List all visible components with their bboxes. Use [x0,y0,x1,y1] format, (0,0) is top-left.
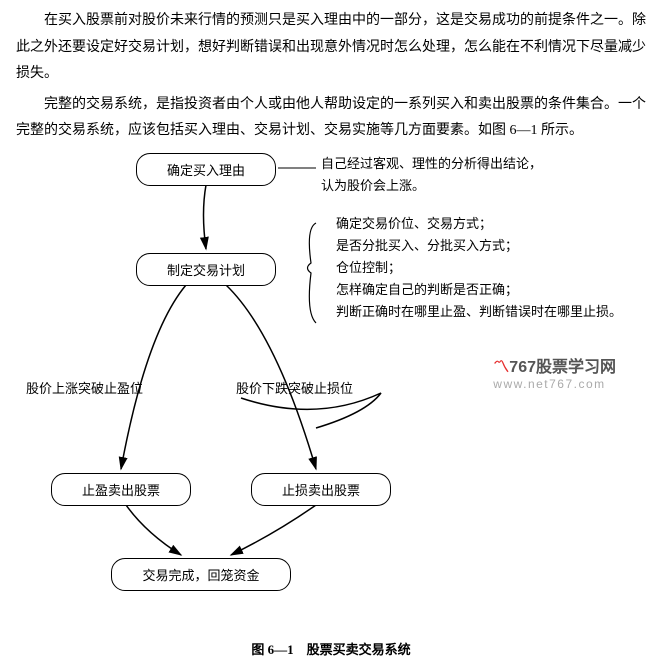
annotation-loss-break: 股价下跌突破止损位 [236,378,353,400]
annotation-profit-break: 股价上涨突破止盈位 [26,378,143,400]
annotation-line: 怎样确定自己的判断是否正确； [336,279,622,301]
annotation-line: 判断正确时在哪里止盈、判断错误时在哪里止损。 [336,301,622,323]
node-sell-profit: 止盈卖出股票 [51,473,191,506]
node-label: 止盈卖出股票 [82,483,160,498]
paragraph-1: 在买入股票前对股价未来行情的预测只是买入理由中的一部分，这是交易成功的前提条件之… [16,8,646,88]
node-label: 确定买入理由 [167,163,245,178]
watermark: 〽767股票学习网 www.net767.com [493,353,616,391]
watermark-logo-icon: 〽 [493,359,509,376]
node-label: 止损卖出股票 [282,483,360,498]
annotation-line: 认为股价会上涨。 [321,175,542,197]
paragraph-2: 完整的交易系统，是指投资者由个人或由他人帮助设定的一系列买入和卖出股票的条件集合… [16,92,646,145]
node-label: 制定交易计划 [167,263,245,278]
annotation-line: 自己经过客观、理性的分析得出结论， [321,153,542,175]
node-label: 交易完成，回笼资金 [142,568,259,583]
annotation-analysis: 自己经过客观、理性的分析得出结论， 认为股价会上涨。 [321,153,542,197]
watermark-title: 767股票学习网 [509,359,616,376]
node-buy-reason: 确定买入理由 [136,153,276,186]
node-complete: 交易完成，回笼资金 [111,558,291,591]
trading-system-diagram: 确定买入理由 制定交易计划 止盈卖出股票 止损卖出股票 交易完成，回笼资金 自己… [16,153,646,633]
node-trade-plan: 制定交易计划 [136,253,276,286]
annotation-line: 仓位控制； [336,257,622,279]
annotation-line: 是否分批买入、分批买入方式； [336,235,622,257]
node-sell-loss: 止损卖出股票 [251,473,391,506]
annotation-line: 确定交易价位、交易方式； [336,213,622,235]
annotation-plan-details: 确定交易价位、交易方式； 是否分批买入、分批买入方式； 仓位控制； 怎样确定自己… [336,213,622,323]
watermark-url: www.net767.com [493,377,616,391]
figure-caption: 图 6—1 股票买卖交易系统 [16,639,646,658]
